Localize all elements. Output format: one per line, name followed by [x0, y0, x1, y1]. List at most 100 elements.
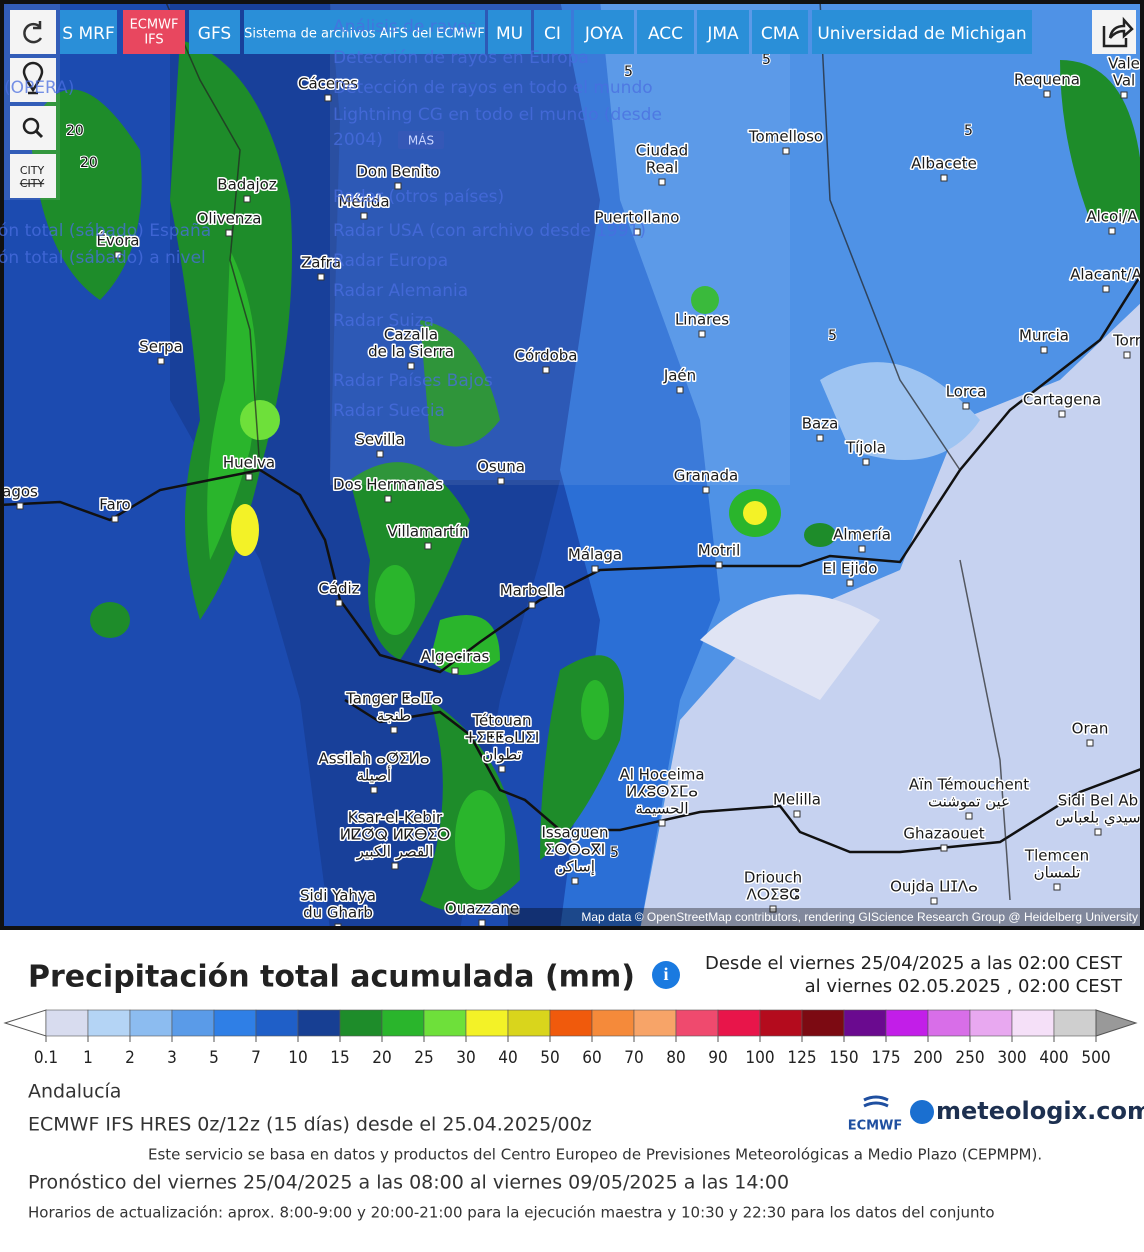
city-label: تلمسان	[1034, 864, 1081, 882]
contour-label: 20	[66, 123, 84, 139]
city-marker	[111, 515, 119, 523]
refresh-icon	[23, 21, 43, 44]
zoom-icon	[34, 129, 44, 139]
city-label: Driouch	[744, 869, 802, 887]
zoom-icon	[22, 117, 40, 135]
city-label: Osuna	[477, 458, 525, 476]
refresh-button[interactable]	[10, 10, 56, 54]
city-label: عين تموشنت	[928, 793, 1010, 811]
city-marker	[390, 726, 398, 734]
colorbar-high-arrow	[1095, 1009, 1138, 1037]
info-icon: i	[663, 964, 668, 984]
colorbar-swatch	[759, 1009, 803, 1037]
model-button[interactable]	[488, 10, 531, 54]
city-label: Málaga	[568, 546, 622, 564]
colorbar-swatch	[927, 1009, 971, 1037]
map[interactable]: Cáceres Don Benito Mérida Badajoz Olivenza Év…	[0, 0, 1144, 930]
info-button[interactable]	[652, 961, 680, 989]
city-label: Albacete	[911, 155, 977, 173]
city-label: Mérida	[338, 193, 389, 211]
city-marker	[1094, 828, 1102, 836]
colorbar-tick-label: 7	[251, 1048, 261, 1068]
colorbar-swatch	[507, 1009, 551, 1037]
menu-item: ón total (sábado) a nivel	[0, 248, 206, 268]
city-label: Sidi Yahya	[300, 887, 376, 905]
model-button[interactable]	[60, 10, 117, 54]
ecmwf-button[interactable]	[123, 10, 185, 54]
city-label: Huelva	[223, 454, 275, 472]
model-button[interactable]	[637, 10, 694, 54]
city-label: Puertollano	[595, 209, 680, 227]
dry-area	[820, 362, 980, 460]
model-button-label: JOYA	[584, 24, 624, 44]
colorbar-swatch	[129, 1009, 173, 1037]
colorbar-tick-label: 15	[330, 1048, 349, 1068]
city-label: Motril	[698, 542, 741, 560]
borders	[165, 4, 1011, 901]
colorbar-swatch	[843, 1009, 887, 1037]
city-label: ⴷⵔⵉⵓⵛ	[746, 886, 800, 904]
ecmwf-label: IFS	[144, 33, 163, 48]
colorbar-tick-label: 125	[787, 1048, 816, 1068]
zoom-button[interactable]	[10, 106, 56, 150]
menu-item: Radar Alemania	[333, 281, 468, 301]
city-label: Tétouan	[471, 712, 531, 730]
city-label: Olivenza	[197, 210, 262, 228]
city-label: Cádiz	[318, 580, 359, 598]
city-marker	[243, 195, 251, 203]
city-button[interactable]	[10, 154, 56, 198]
city-label: Évora	[97, 231, 140, 250]
colorbar-tick-label: 175	[871, 1048, 900, 1068]
forecast-range: Pronóstico del viernes 25/04/2025 a las …	[28, 1172, 789, 1194]
model-button[interactable]	[697, 10, 749, 54]
menu-item: ón total (sábado) España	[0, 221, 211, 241]
model-run: ECMWF IFS HRES 0z/12z (15 días) desde el…	[28, 1114, 592, 1136]
city-label: Tanger ⵟⴰⵏⵊⴰ	[345, 690, 442, 708]
model-button-label: MU	[496, 24, 523, 44]
model-button[interactable]	[244, 10, 485, 54]
colorbar-swatch	[801, 1009, 845, 1037]
colorbar-low-arrow	[3, 1009, 47, 1037]
city-marker	[225, 229, 233, 237]
city-marker	[478, 919, 486, 926]
city-label: Linares	[675, 311, 729, 329]
model-button[interactable]	[812, 10, 1032, 54]
menu-item: Detección de rayos en todo el mundo	[333, 78, 653, 98]
colorbar-tick-label: 250	[955, 1048, 984, 1068]
model-button[interactable]	[574, 10, 634, 54]
model-button[interactable]	[752, 10, 808, 54]
city-marker	[1086, 739, 1094, 747]
city-marker	[940, 174, 948, 182]
city-marker	[424, 542, 432, 550]
city-label: أصيلة	[357, 766, 391, 785]
menu-item: Radar Suecia	[333, 401, 445, 421]
colorbar-tick-label: 2	[125, 1048, 135, 1068]
model-button[interactable]	[534, 10, 571, 54]
city-marker	[658, 819, 666, 827]
city-label: Ghazaouet	[903, 825, 984, 843]
city-label: Lorca	[946, 383, 987, 401]
model-button[interactable]	[189, 10, 240, 54]
city-label: Val	[1113, 72, 1135, 90]
city-marker	[528, 601, 536, 609]
colorbar-tick-label: 30	[456, 1048, 475, 1068]
colorbar-swatch	[213, 1009, 257, 1037]
city-label: Alacant/A	[1070, 266, 1143, 284]
city-label: du Gharb	[303, 904, 373, 922]
colorbar-tick-label: 1	[83, 1048, 93, 1068]
city-marker	[317, 273, 325, 281]
colorbar-tick-label: 3	[167, 1048, 177, 1068]
city-marker	[324, 94, 332, 102]
city-marker	[157, 357, 165, 365]
location-button[interactable]	[10, 58, 56, 102]
share-icon	[1102, 16, 1134, 48]
colorbar-tick-label: 25	[414, 1048, 433, 1068]
model-button-label: Universidad de Michigan	[817, 24, 1026, 44]
contour-label: 5	[964, 123, 973, 139]
ecmwf-logo: ECMWF	[848, 1119, 903, 1134]
colorbar-swatch	[549, 1009, 593, 1037]
colorbar-swatch	[717, 1009, 761, 1037]
colorbar-swatch	[45, 1009, 89, 1037]
contour-label: 5	[828, 328, 837, 344]
